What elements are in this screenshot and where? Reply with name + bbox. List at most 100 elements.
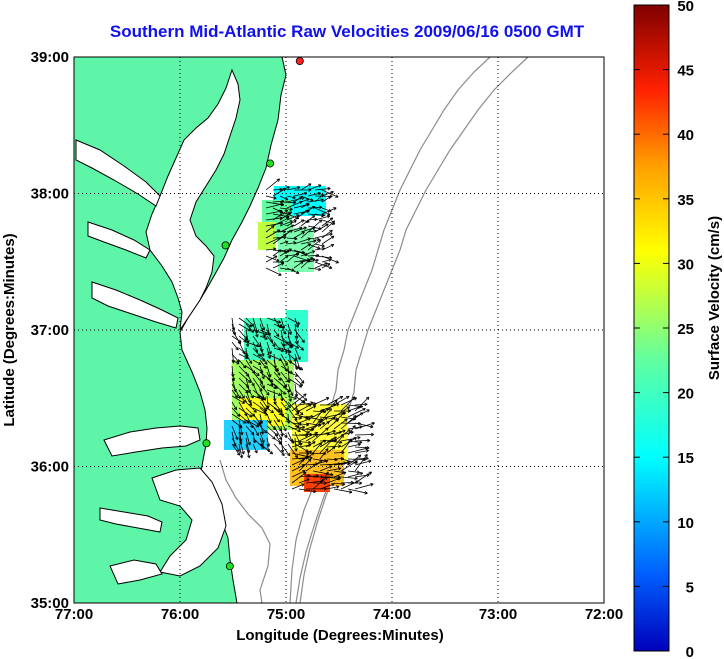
velocity-arrow	[314, 207, 331, 216]
velocity-arrow	[265, 267, 282, 276]
velocity-arrow	[245, 401, 257, 413]
colorbar-tick-label: 30	[677, 256, 694, 273]
velocity-arrow	[266, 359, 279, 372]
velocity-arrow	[321, 219, 336, 225]
velocity-arrow	[231, 329, 241, 345]
velocity-arrow-head	[272, 343, 276, 347]
velocity-arrow	[293, 226, 307, 233]
velocity-arrow-head	[348, 490, 353, 494]
velocity-arrow	[291, 440, 312, 444]
velocity-arrow	[333, 434, 344, 448]
velocity-arrow-head	[295, 335, 299, 339]
velocity-arrow	[279, 207, 293, 210]
velocity-arrow	[307, 184, 322, 191]
velocity-arrow-head	[317, 246, 321, 250]
velocity-arrow-head	[247, 379, 252, 383]
velocity-arrow-head	[244, 355, 249, 359]
velocity-arrow-head	[305, 198, 310, 202]
velocity-arrow-head	[324, 262, 328, 266]
velocity-arrow	[291, 472, 307, 484]
velocity-arrow	[347, 447, 369, 454]
lat-tick-label: 35:00	[31, 595, 69, 612]
velocity-arrow	[280, 347, 292, 353]
velocity-arrow-head	[280, 413, 285, 417]
velocity-arrow	[273, 407, 283, 416]
velocity-arrow-head	[305, 203, 309, 207]
velocity-arrow-head	[247, 454, 251, 459]
velocity-arrow-head	[294, 393, 299, 397]
colorbar-tick-label: 40	[677, 127, 694, 144]
velocity-arrow-head	[347, 460, 351, 464]
velocity-arrow	[293, 231, 305, 239]
velocity-arrow	[272, 262, 285, 269]
velocity-arrow	[340, 460, 358, 472]
velocity-arrow-head	[306, 478, 310, 482]
velocity-arrow-head	[320, 198, 324, 202]
velocity-arrow	[314, 261, 333, 269]
velocity-arrow-head	[357, 454, 362, 458]
velocity-arrow-head	[326, 212, 331, 216]
velocity-arrow	[231, 407, 241, 417]
lat-tick-label: 37:00	[31, 322, 69, 339]
velocity-arrow	[326, 467, 341, 472]
velocity-arrow	[272, 217, 289, 227]
velocity-arrow-head	[307, 237, 311, 242]
velocity-arrow-head	[346, 395, 350, 400]
velocity-arrow	[266, 317, 281, 323]
velocity-arrow-head	[292, 195, 296, 200]
velocity-arrow	[340, 396, 356, 412]
velocity-arrow-head	[330, 243, 335, 248]
velocity-arrow-head	[288, 211, 293, 215]
velocity-arrow-head	[370, 432, 374, 437]
albemarle-sound	[103, 425, 201, 457]
velocity-arrow-head	[365, 396, 370, 401]
velocity-arrow-head	[277, 320, 282, 324]
velocity-arrow	[321, 235, 335, 245]
velocity-arrow-head	[348, 439, 352, 443]
velocity-arrow-head	[241, 395, 245, 399]
velocity-arrow	[279, 248, 292, 257]
velocity-arrow	[252, 377, 263, 392]
velocity-arrow-head	[248, 402, 253, 407]
velocity-arrow	[307, 199, 324, 203]
velocity-arrow	[266, 341, 272, 355]
velocity-arrow-head	[253, 409, 257, 413]
velocity-arrow	[279, 254, 289, 263]
velocity-arrow-head	[295, 324, 299, 328]
velocity-arrow	[252, 437, 265, 449]
velocity-arrow	[266, 419, 276, 431]
velocity-arrow-head	[278, 272, 282, 276]
velocity-arrow-head	[307, 243, 311, 247]
velocity-arrow-head	[273, 385, 277, 390]
velocity-arrow	[280, 425, 283, 437]
velocity-arrow-head	[296, 214, 300, 218]
velocity-arrow-head	[264, 361, 268, 365]
velocity-arrow	[273, 371, 282, 381]
velocity-arrow-head	[371, 421, 375, 426]
velocity-arrow	[321, 220, 335, 233]
velocity-arrow-head	[238, 339, 242, 343]
velocity-arrow-head	[243, 339, 247, 343]
velocity-arrow-head	[271, 225, 275, 229]
velocity-arrow	[279, 241, 289, 245]
velocity-arrow-head	[261, 439, 265, 444]
velocity-arrow-head	[266, 392, 270, 396]
velocity-arrow-head	[310, 198, 314, 202]
velocity-arrow	[319, 430, 336, 436]
velocity-arrow-head	[313, 239, 317, 243]
velocity-arrow-head	[320, 408, 324, 413]
velocity-arrow	[238, 437, 245, 455]
velocity-arrow	[265, 225, 275, 233]
latitude-ticks: 39:00 38:00 37:00 36:00 35:00	[31, 49, 69, 612]
velocity-arrow-head	[353, 437, 357, 441]
velocity-arrow-head	[327, 186, 331, 191]
velocity-arrow	[259, 371, 274, 383]
velocity-arrow-head	[242, 420, 247, 424]
velocity-arrow	[347, 458, 366, 461]
lon-tick-label: 76:00	[161, 606, 199, 623]
velocity-arrow-head	[324, 476, 328, 480]
velocity-arrow	[294, 347, 301, 360]
velocity-arrow-head	[284, 434, 288, 438]
velocity-arrow	[259, 389, 266, 401]
velocity-arrow	[354, 440, 370, 442]
